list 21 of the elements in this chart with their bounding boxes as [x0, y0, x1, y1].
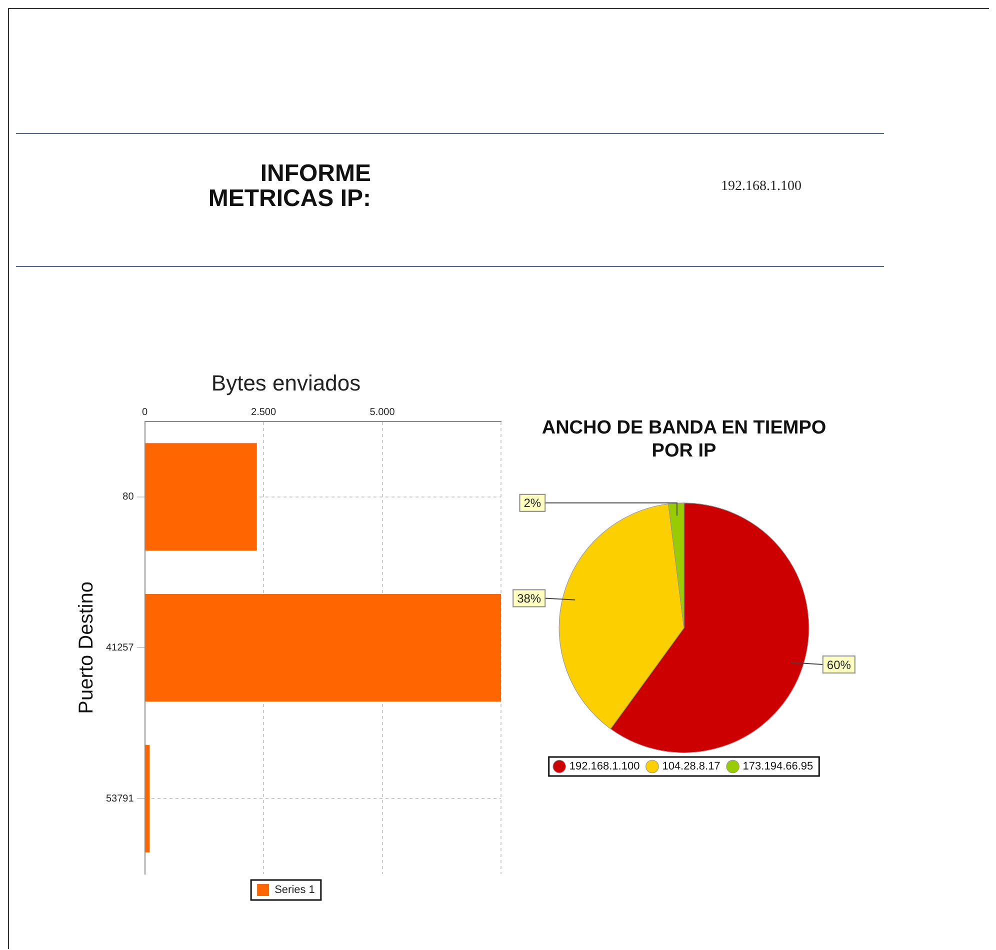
bar — [145, 443, 257, 551]
x-tick-label: 0 — [142, 407, 148, 418]
y-tick-label: 41257 — [106, 642, 134, 654]
bar — [145, 744, 150, 852]
y-tick-label: 53791 — [106, 793, 134, 804]
x-tick-label: 5.000 — [370, 407, 396, 418]
chart-title: ANCHO DE BANDA EN TIEMPO POR IP — [542, 418, 826, 462]
legend-label: 173.194.66.95 — [742, 760, 814, 773]
legend-label: Series 1 — [274, 884, 315, 896]
bar — [145, 594, 501, 702]
text: 192.168.1.100 — [721, 179, 802, 195]
legend-label: 192.168.1.100 — [569, 760, 640, 773]
legend-label: 104.28.8.17 — [662, 760, 720, 773]
data-label: 38% — [517, 592, 542, 606]
y-tick-label: 80 — [122, 492, 134, 503]
x-tick-label: 2.500 — [251, 407, 276, 418]
data-label: 60% — [826, 658, 852, 672]
y-axis-title: Puerto Destino — [76, 582, 98, 714]
data-label: 2% — [524, 496, 542, 510]
text: INFORME METRICAS IP: — [207, 160, 371, 212]
chart-title: Bytes enviados — [211, 370, 361, 396]
